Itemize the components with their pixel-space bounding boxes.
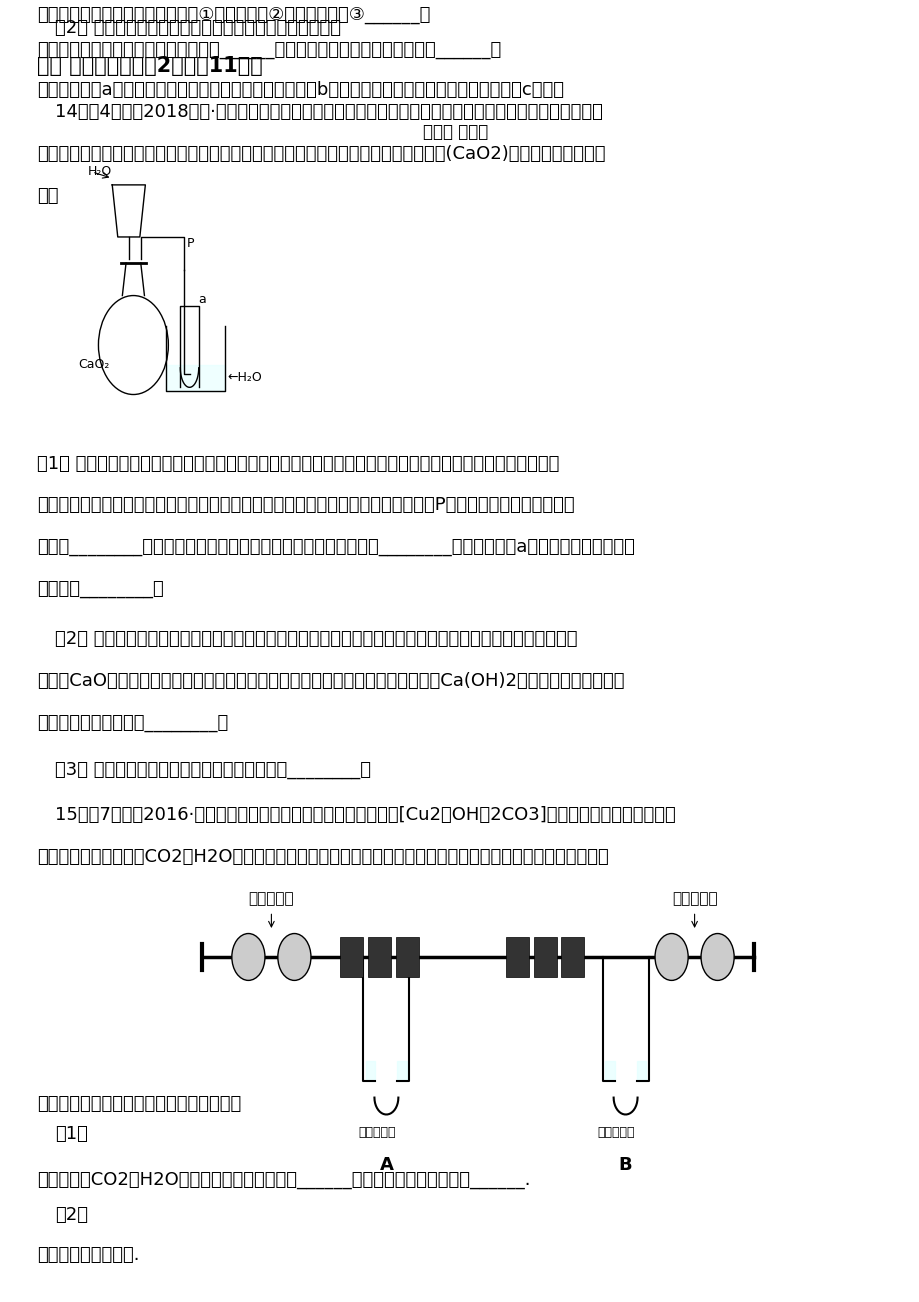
Text: （1） 为研究鱼塘中大量气泡是何种气体所致，小强使用如如图所示的装置进行实验。实验过程如下：打开分: （1） 为研究鱼塘中大量气泡是何种气体所致，小强使用如如图所示的装置进行实验。实…: [37, 454, 559, 473]
Text: 料：无水硫酸铜为白色粉末，与水变蓝色）: 料：无水硫酸铜为白色粉末，与水变蓝色）: [37, 1095, 241, 1113]
Text: A: A: [379, 1156, 393, 1174]
Text: 设建立新假设的理由：________。: 设建立新假设的理由：________。: [37, 713, 228, 732]
Text: 能的原理________。: 能的原理________。: [37, 579, 164, 598]
Text: 澄清石灰水: 澄清石灰水: [597, 1126, 634, 1139]
Text: （2） 求样品中碳酸钙的质量分数（结果保留两位小数）。: （2） 求样品中碳酸钙的质量分数（结果保留两位小数）。: [55, 18, 341, 36]
Polygon shape: [112, 185, 145, 237]
Text: CaO₂: CaO₂: [78, 358, 109, 371]
Circle shape: [654, 934, 687, 980]
Bar: [395, 937, 418, 976]
Text: 究。: 究。: [37, 186, 58, 204]
Text: 四、 实验探究题（共2题；共11分）: 四、 实验探究题（共2题；共11分）: [37, 56, 262, 76]
Text: 【猜想与假设】该黑色粉末可能是①只有碳粉，②只有氧化铜，③______；: 【猜想与假设】该黑色粉末可能是①只有碳粉，②只有氧化铜，③______；: [37, 5, 430, 23]
Text: 探究黑色粉末的成分.: 探究黑色粉末的成分.: [37, 1246, 139, 1264]
Text: 14．（4分）（2018九下·夏津开学考）小强在回家的途中经过一鱼塘边时，发现养鱼师傅向鱼塘中撒一种微: 14．（4分）（2018九下·夏津开学考）小强在回家的途中经过一鱼塘边时，发现养…: [55, 103, 603, 121]
Text: （3） 请写出过氧化钙与水反应的化学方程式：________。: （3） 请写出过氧化钙与水反应的化学方程式：________。: [55, 760, 370, 779]
Text: 【查阅资料】a．碳粉与氧化铜均为不溶于水的黑色粉末；b．氧化铜能与稀盐酸反应形成蓝色溶液；c．碳粉: 【查阅资料】a．碳粉与氧化铜均为不溶于水的黑色粉末；b．氧化铜能与稀盐酸反应形成…: [37, 81, 563, 99]
Text: P: P: [187, 237, 194, 250]
Text: a: a: [199, 293, 206, 306]
Text: 李明同学经过认真分析，认为上述猜想______一定不正确（填序号）；其理由是______；: 李明同学经过认真分析，认为上述猜想______一定不正确（填序号）；其理由是__…: [37, 40, 501, 59]
Bar: [561, 937, 584, 976]
Circle shape: [700, 934, 733, 980]
Text: 无水硫酸铜: 无水硫酸铜: [671, 891, 717, 906]
Text: 液漏斗的活塞，控制滴加水的速度，观察到试管内有气泡产生，用带火星的木条靠近P处，木条复燃，说明生成的: 液漏斗的活塞，控制滴加水的速度，观察到试管内有气泡产生，用带火星的木条靠近P处，…: [37, 496, 573, 514]
Bar: [368, 937, 391, 976]
Text: （2）: （2）: [55, 1206, 88, 1224]
Bar: [340, 937, 363, 976]
Circle shape: [278, 934, 311, 980]
Text: 气体是________。由此可知养鱼师傅向鱼塘中撒过氧化钙的目的是________，试解释仪器a中导气管口产生气泡可: 气体是________。由此可知养鱼师傅向鱼塘中撒过氧化钙的目的是_______…: [37, 538, 634, 556]
Text: H₂O: H₂O: [87, 165, 111, 178]
Text: 若要证明有CO2和H2O生成，应选择图示装置是______（填字母序号）；理由是______.: 若要证明有CO2和H2O生成，应选择图示装置是______（填字母序号）；理由是…: [37, 1170, 529, 1189]
Text: （1）: （1）: [55, 1125, 88, 1143]
Text: 澄清石灰水: 澄清石灰水: [358, 1126, 395, 1139]
Text: 第４页 共７页: 第４页 共７页: [423, 122, 488, 141]
Text: 黄色的固体，鱼塘中顿时产生大量气泡，经咨询得知，这种固体的主要成分是过氧化钙(CaO2)，请你与小强共同探: 黄色的固体，鱼塘中顿时产生大量气泡，经咨询得知，这种固体的主要成分是过氧化钙(C…: [37, 145, 605, 163]
Text: 铜绿受热分解后除生成CO2和H2O外，试管中还有一些黑色粉末状固体．请结合所学知识，回答下列问题：（小资: 铜绿受热分解后除生成CO2和H2O外，试管中还有一些黑色粉末状固体．请结合所学知…: [37, 848, 607, 866]
Text: 无水硫酸铜: 无水硫酸铜: [248, 891, 294, 906]
Circle shape: [232, 934, 265, 980]
Bar: [505, 937, 528, 976]
Text: B: B: [618, 1156, 631, 1174]
Bar: [533, 937, 556, 976]
Text: （2） 根据质量守恒定律，小强认为过氧化钙与过量水反应还应产生某种含有钙元素的产物。开始小强假设该: （2） 根据质量守恒定律，小强认为过氧化钙与过量水反应还应产生某种含有钙元素的产…: [55, 630, 577, 648]
Text: 产物为CaO，但通过思考他很快否定了原先的假设，并重新假设生成的含钙产物为Ca(OH)2。请解释小强否定原假: 产物为CaO，但通过思考他很快否定了原先的假设，并重新假设生成的含钙产物为Ca(…: [37, 672, 624, 690]
Text: ←H₂O: ←H₂O: [227, 371, 262, 384]
Text: 15．（7分）（2016·会昌模拟）碱式碳酸铜又称铜绿，化学式为[Cu2（OH）2CO3]，某化学兴趣小组同学发现: 15．（7分）（2016·会昌模拟）碱式碳酸铜又称铜绿，化学式为[Cu2（OH）…: [55, 806, 675, 824]
